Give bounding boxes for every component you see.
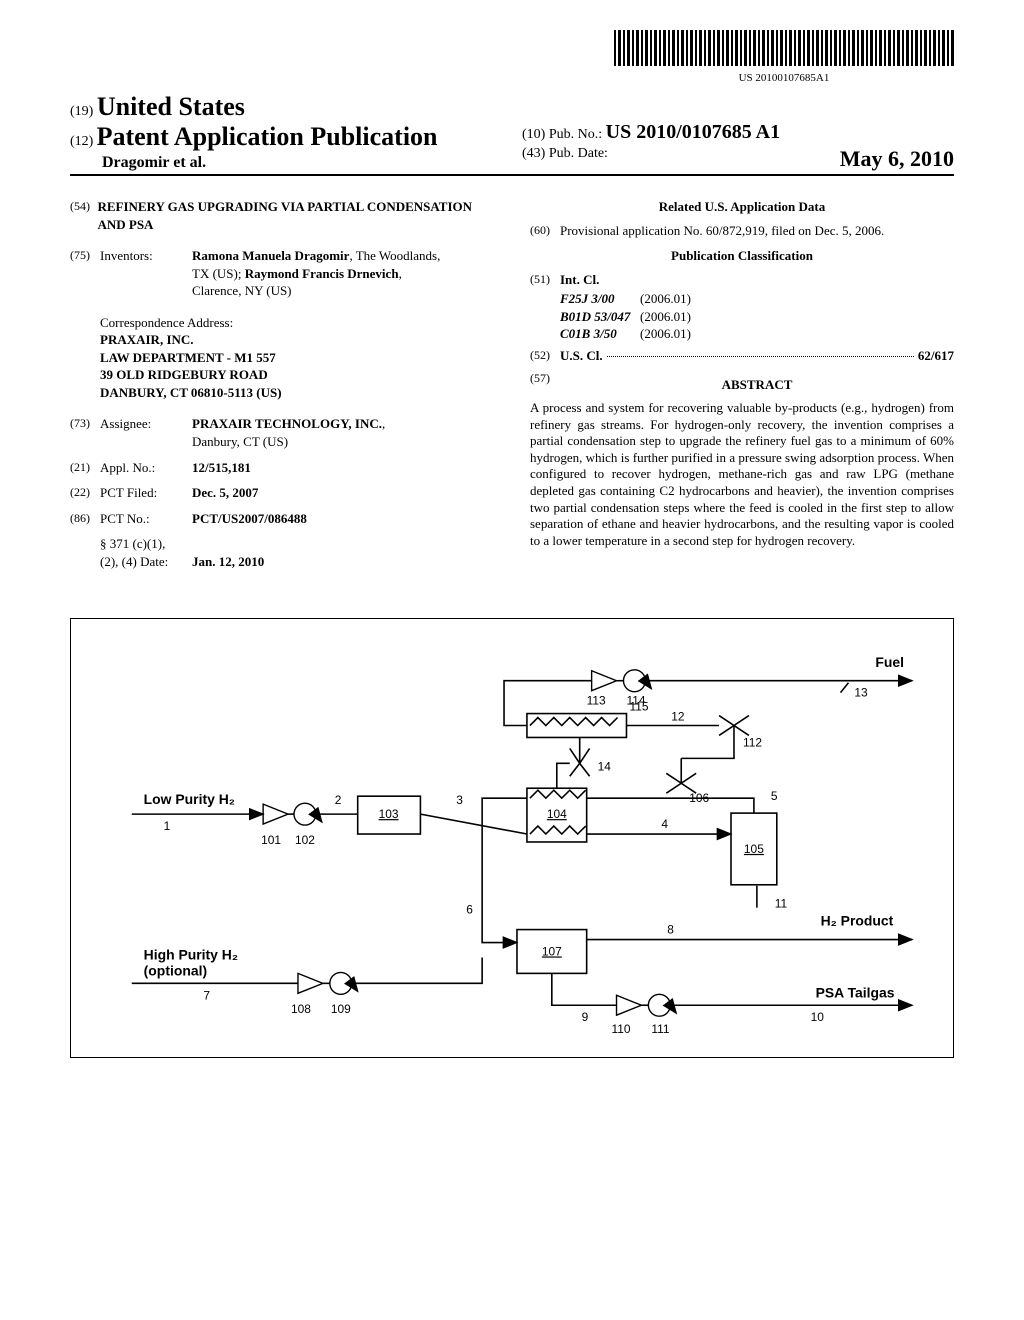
pub-date-prefix: (43) (522, 146, 545, 161)
pct-filed-label: PCT Filed: (100, 484, 192, 502)
svg-text:12: 12 (671, 710, 685, 724)
s371-label: § 371 (c)(1), (2), (4) Date: (100, 535, 192, 570)
svg-text:3: 3 (456, 793, 463, 807)
svg-text:112: 112 (743, 736, 762, 750)
inventors-label: Inventors: (100, 247, 192, 300)
svg-text:8: 8 (667, 923, 674, 937)
assignee-name: PRAXAIR TECHNOLOGY, INC. (192, 416, 382, 431)
corr-line1: PRAXAIR, INC. (100, 331, 494, 349)
pct-no-num: (86) (70, 510, 100, 528)
intcl-code-2: C01B 3/50 (530, 325, 640, 343)
svg-text:PSA Tailgas: PSA Tailgas (816, 985, 895, 1001)
svg-text:111: 111 (651, 1022, 670, 1036)
appl-label: Appl. No.: (100, 459, 192, 477)
right-column: Related U.S. Application Data (60) Provi… (530, 198, 954, 578)
svg-text:2: 2 (335, 793, 342, 807)
country-name: United States (97, 92, 245, 121)
svg-text:106: 106 (689, 791, 709, 805)
abstract-text: A process and system for recovering valu… (530, 400, 954, 550)
appl-num: (21) (70, 459, 100, 477)
pub-class-header: Publication Classification (530, 247, 954, 265)
svg-text:107: 107 (542, 945, 562, 959)
country-prefix: (19) (70, 104, 93, 119)
svg-text:1: 1 (164, 819, 171, 833)
corr-label: Correspondence Address: (100, 314, 494, 332)
authors-line: Dragomir et al. (70, 154, 502, 172)
svg-text:13: 13 (854, 686, 868, 700)
s371-line2: (2), (4) Date: (100, 554, 168, 569)
pct-filed-num: (22) (70, 484, 100, 502)
title-num: (54) (70, 198, 97, 233)
inventors-names: Ramona Manuela Dragomir, The Woodlands, … (192, 247, 442, 300)
svg-text:9: 9 (582, 1010, 589, 1024)
svg-text:H₂ Product: H₂ Product (821, 913, 894, 929)
uscl-val: 62/617 (918, 347, 954, 365)
intcl-year-0: (2006.01) (640, 290, 691, 308)
pct-no-val: PCT/US2007/086488 (192, 510, 307, 528)
svg-text:11: 11 (775, 897, 788, 911)
svg-text:114: 114 (626, 694, 645, 708)
assignee-label: Assignee: (100, 415, 192, 450)
patent-title: REFINERY GAS UPGRADING VIA PARTIAL CONDE… (97, 198, 494, 233)
corr-line3: 39 OLD RIDGEBURY ROAD (100, 366, 494, 384)
abstract-num: (57) (530, 370, 560, 400)
inventor-1: Ramona Manuela Dragomir (192, 248, 349, 263)
pub-date-value: May 6, 2010 (840, 146, 954, 172)
pub-date-label: Pub. Date: (549, 146, 608, 161)
related-header: Related U.S. Application Data (530, 198, 954, 216)
barcode-label: US 20100107685A1 (614, 72, 954, 84)
barcode-graphic (614, 30, 954, 66)
svg-text:110: 110 (612, 1022, 631, 1036)
pub-type-prefix: (12) (70, 134, 93, 149)
svg-text:4: 4 (661, 817, 668, 831)
provisional-num: (60) (530, 222, 560, 240)
svg-text:108: 108 (291, 1002, 311, 1016)
svg-text:5: 5 (771, 789, 778, 803)
svg-text:7: 7 (203, 989, 210, 1003)
inventor-2: Raymond Francis Drnevich (245, 266, 399, 281)
svg-text:Low Purity H₂: Low Purity H₂ (144, 791, 235, 807)
intcl-year-2: (2006.01) (640, 325, 691, 343)
uscl-num: (52) (530, 347, 560, 365)
svg-text:6: 6 (466, 903, 473, 917)
intcl-year-1: (2006.01) (640, 308, 691, 326)
inventors-num: (75) (70, 247, 100, 300)
pub-no-label: Pub. No.: (549, 127, 602, 142)
intcl-num: (51) (530, 271, 560, 289)
pub-no-value: US 2010/0107685 A1 (606, 121, 780, 143)
corr-line2: LAW DEPARTMENT - M1 557 (100, 349, 494, 367)
pct-no-label: PCT No.: (100, 510, 192, 528)
pub-type: Patent Application Publication (97, 122, 438, 151)
corr-line4: DANBURY, CT 06810-5113 (US) (100, 384, 494, 402)
figure-diagram: 103 104 105 107 115 Low Purity H₂ 1 101 … (70, 618, 954, 1058)
pub-no-prefix: (10) (522, 127, 545, 142)
svg-text:10: 10 (811, 1010, 825, 1024)
svg-text:101: 101 (261, 833, 281, 847)
pct-filed-val: Dec. 5, 2007 (192, 484, 258, 502)
abstract-label: ABSTRACT (560, 376, 954, 394)
appl-val: 12/515,181 (192, 459, 251, 477)
assignee-num: (73) (70, 415, 100, 450)
s371-line1: § 371 (c)(1), (100, 536, 165, 551)
s371-val: Jan. 12, 2010 (192, 553, 264, 571)
svg-text:High Purity H₂: High Purity H₂ (144, 947, 238, 963)
svg-text:105: 105 (744, 842, 764, 856)
intcl-code-1: B01D 53/047 (530, 308, 640, 326)
svg-text:102: 102 (295, 833, 315, 847)
svg-text:(optional): (optional) (144, 963, 207, 979)
svg-text:104: 104 (547, 807, 567, 821)
intcl-label: Int. Cl. (560, 271, 599, 289)
provisional-text: Provisional application No. 60/872,919, … (560, 222, 954, 240)
svg-text:Fuel: Fuel (875, 654, 904, 670)
svg-text:109: 109 (331, 1002, 351, 1016)
svg-text:103: 103 (379, 807, 399, 821)
document-header: (19) United States (12) Patent Applicati… (70, 92, 954, 176)
uscl-label: U.S. Cl. (560, 347, 603, 365)
intcl-code-0: F25J 3/00 (530, 290, 640, 308)
left-column: (54) REFINERY GAS UPGRADING VIA PARTIAL … (70, 198, 494, 578)
svg-text:14: 14 (598, 760, 612, 774)
assignee-val: PRAXAIR TECHNOLOGY, INC., Danbury, CT (U… (192, 415, 422, 450)
svg-text:113: 113 (587, 694, 606, 708)
